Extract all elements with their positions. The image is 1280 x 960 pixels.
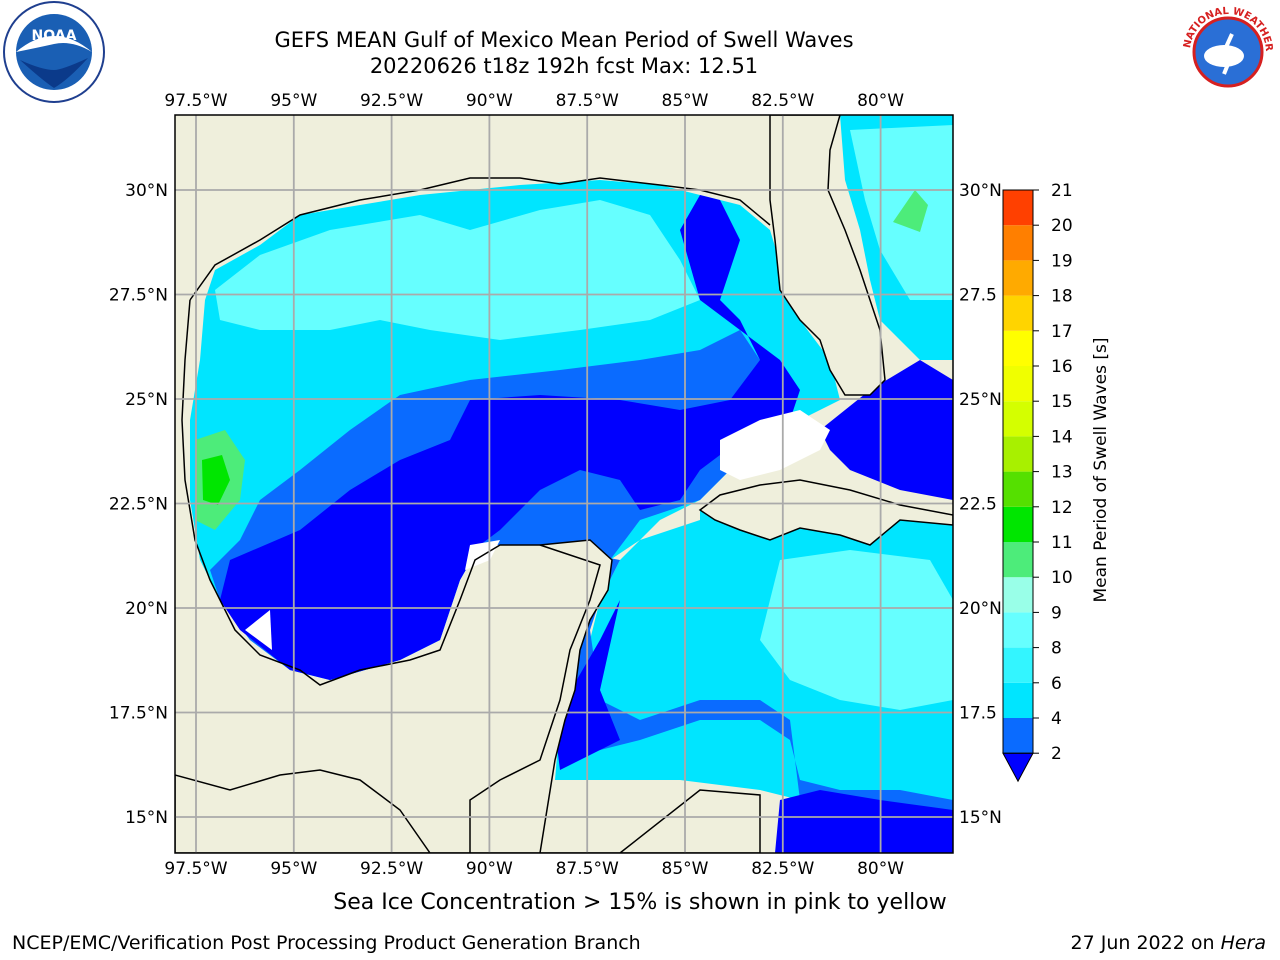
colorbar-tick-label: 9 bbox=[1051, 603, 1062, 623]
lon-label-bottom: 90°W bbox=[466, 859, 513, 879]
colorbar-tick-label: 2 bbox=[1051, 744, 1062, 764]
yucatan-land bbox=[175, 539, 761, 853]
lon-label-bottom: 85°W bbox=[662, 859, 709, 879]
lon-label-top: 87.5°W bbox=[556, 91, 619, 111]
chart-subtitle: 20220626 t18z 192h fcst Max: 12.51 bbox=[369, 54, 759, 78]
colorbar-tick-label: 19 bbox=[1051, 251, 1073, 271]
lon-label-bottom: 92.5°W bbox=[360, 859, 423, 879]
lat-label-right: 22.5 bbox=[959, 495, 997, 515]
lat-label-right: 30°N bbox=[959, 181, 1002, 201]
nws-logo-icon: NATIONAL WEATHER SERVICE bbox=[1176, 0, 1278, 102]
colorbar-swatch bbox=[1003, 471, 1033, 507]
lon-label-top: 82.5°W bbox=[751, 91, 814, 111]
colorbar-tick-label: 13 bbox=[1051, 463, 1073, 483]
lat-label-left: 20°N bbox=[125, 599, 168, 619]
colorbar-swatch bbox=[1003, 682, 1033, 718]
lon-label-top: 97.5°W bbox=[164, 91, 227, 111]
lat-label-right: 25°N bbox=[959, 390, 1002, 410]
caribbean-deep-blue bbox=[775, 790, 953, 853]
lat-label-left: 25°N bbox=[125, 390, 168, 410]
colorbar-tick-label: 10 bbox=[1051, 568, 1073, 588]
lat-label-right: 15°N bbox=[959, 808, 1002, 828]
lon-label-bottom: 80°W bbox=[857, 859, 904, 879]
colorbar-swatch bbox=[1003, 260, 1033, 296]
colorbar-extend bbox=[1002, 752, 1034, 783]
map-frame bbox=[174, 114, 954, 854]
colorbar-swatch bbox=[1003, 225, 1033, 261]
lon-labels-top: 97.5°W 95°W 92.5°W 90°W 87.5°W 85°W 82.5°W 80°W bbox=[164, 91, 904, 111]
colorbar-tick-label: 4 bbox=[1051, 709, 1062, 729]
gulf-light-patch bbox=[760, 550, 953, 710]
colorbar-tick-label: 15 bbox=[1051, 392, 1073, 412]
lat-label-left: 15°N bbox=[125, 808, 168, 828]
credit-host: Hera bbox=[1220, 932, 1266, 954]
colorbar-tick-label: 16 bbox=[1051, 357, 1073, 377]
colorbar-swatch bbox=[1003, 718, 1033, 754]
noaa-logo-icon: NOAA bbox=[3, 1, 105, 103]
gulf-mid-blue bbox=[210, 330, 953, 853]
lon-label-top: 95°W bbox=[270, 91, 317, 111]
lon-label-bottom: 97.5°W bbox=[164, 859, 227, 879]
lon-label-top: 80°W bbox=[857, 91, 904, 111]
mexico-coast bbox=[181, 299, 540, 686]
colorbar-swatch bbox=[1003, 542, 1033, 578]
colorbar-label: Mean Period of Swell Waves [s] bbox=[1091, 338, 1111, 603]
colorbar-tick-label: 18 bbox=[1051, 287, 1073, 307]
lon-label-top: 92.5°W bbox=[360, 91, 423, 111]
credit-left: NCEP/EMC/Verification Post Processing Pr… bbox=[12, 932, 641, 954]
colorbar-swatch bbox=[1003, 577, 1033, 613]
lon-labels-bottom: 97.5°W 95°W 92.5°W 90°W 87.5°W 85°W 82.5°W 80°W bbox=[164, 859, 904, 879]
colorbar-swatch bbox=[1003, 612, 1033, 648]
lat-label-right: 20°N bbox=[959, 599, 1002, 619]
atlantic-green bbox=[893, 190, 928, 232]
lat-label-left: 17.5°N bbox=[109, 704, 168, 724]
gulf-light-patch bbox=[215, 200, 700, 340]
colorbar-swatch bbox=[1003, 436, 1033, 472]
colorbar-tick-label: 21 bbox=[1051, 181, 1073, 201]
gridlines bbox=[175, 115, 953, 853]
colorbar-tick-label: 8 bbox=[1051, 639, 1062, 659]
lat-label-right: 27.5 bbox=[959, 286, 997, 306]
colorbar-tick-label: 11 bbox=[1051, 533, 1073, 553]
gulf-deep-blue bbox=[220, 195, 800, 680]
svg-text:NOAA: NOAA bbox=[32, 28, 77, 44]
lat-label-left: 30°N bbox=[125, 181, 168, 201]
colorbar-swatch bbox=[1003, 190, 1033, 226]
gulf-green-core bbox=[202, 455, 230, 505]
colorbar-tick-label: 6 bbox=[1051, 674, 1062, 694]
colorbar-tick-label: 20 bbox=[1051, 216, 1073, 236]
nodata-area bbox=[245, 610, 272, 650]
caption: Sea Ice Concentration > 15% is shown in … bbox=[333, 890, 947, 915]
nodata-area bbox=[720, 410, 830, 480]
colorbar: 2 4 6 8 9 10 11 12 13 14 15 16 17 18 19 20 21 bbox=[1002, 181, 1073, 783]
colorbar-swatch bbox=[1003, 295, 1033, 331]
chart-title: GEFS MEAN Gulf of Mexico Mean Period of … bbox=[274, 28, 854, 52]
colorbar-swatch bbox=[1003, 506, 1033, 542]
lon-label-top: 90°W bbox=[466, 91, 513, 111]
cuba-land bbox=[698, 479, 953, 546]
lat-label-left: 22.5°N bbox=[109, 495, 168, 515]
colorbar-swatch bbox=[1003, 330, 1033, 366]
florida-land bbox=[769, 115, 886, 396]
colorbar-swatch bbox=[1003, 647, 1033, 683]
lat-labels-right: 30°N 27.5 25°N 22.5 20°N 17.5 15°N bbox=[959, 181, 1002, 828]
colorbar-tick-label: 12 bbox=[1051, 498, 1073, 518]
colorbar-swatch bbox=[1003, 401, 1033, 437]
straits-deep-blue bbox=[820, 360, 953, 500]
credit-right: 27 Jun 2022 on Hera bbox=[1071, 932, 1266, 954]
lon-label-bottom: 95°W bbox=[270, 859, 317, 879]
credit-date: 27 Jun 2022 on bbox=[1070, 932, 1221, 954]
lat-label-left: 27.5°N bbox=[109, 286, 168, 306]
lon-label-bottom: 87.5°W bbox=[556, 859, 619, 879]
colorbar-tick-label: 14 bbox=[1051, 427, 1073, 447]
colorbar-swatch bbox=[1003, 366, 1033, 402]
lon-label-top: 85°W bbox=[662, 91, 709, 111]
map-area bbox=[175, 115, 953, 853]
lon-label-bottom: 82.5°W bbox=[751, 859, 814, 879]
lat-labels-left: 30°N 27.5°N 25°N 22.5°N 20°N 17.5°N 15°N bbox=[109, 181, 168, 828]
colorbar-tick-label: 17 bbox=[1051, 322, 1073, 342]
lat-label-right: 17.5 bbox=[959, 704, 997, 724]
